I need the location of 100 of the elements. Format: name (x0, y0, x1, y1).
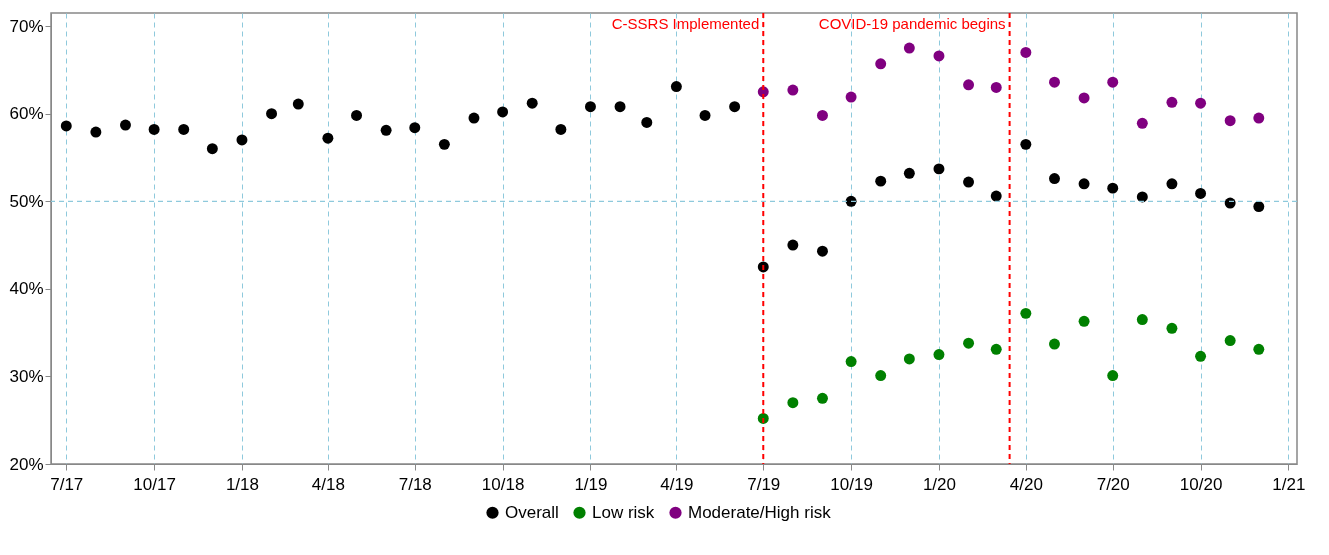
point (963, 79, 975, 91)
point (729, 101, 741, 113)
x-tick-label: 7/17 (50, 474, 84, 494)
point (351, 109, 363, 121)
point (963, 337, 975, 349)
x-tick-label: 1/20 (922, 474, 956, 494)
point (816, 392, 828, 404)
point (120, 119, 131, 131)
point (1078, 178, 1090, 190)
point (933, 163, 945, 175)
point (699, 109, 711, 121)
point (206, 143, 218, 155)
point (816, 245, 828, 257)
y-tick-label: 40% (9, 279, 44, 299)
point (148, 124, 160, 135)
point (903, 167, 915, 179)
point (787, 397, 799, 409)
point (1078, 315, 1090, 327)
point (963, 176, 975, 188)
point (409, 122, 421, 134)
point (178, 124, 190, 135)
legend-label: Overall (505, 502, 559, 522)
x-tick-label: 1/18 (225, 474, 259, 494)
point (990, 81, 1002, 93)
point (1195, 97, 1207, 109)
point (1078, 92, 1090, 104)
point (526, 97, 538, 109)
point (60, 120, 72, 132)
ref-line-label: COVID-19 pandemic begins (818, 15, 1006, 32)
point (1049, 173, 1060, 184)
x-tick-label: 10/18 (481, 474, 525, 494)
x-tick-label: 10/17 (133, 474, 176, 494)
point (875, 175, 887, 187)
y-tick-label: 20% (9, 454, 44, 474)
point (990, 343, 1002, 355)
point (1020, 307, 1032, 319)
point (1049, 76, 1060, 88)
point (90, 126, 102, 138)
point (266, 108, 278, 120)
legend-label: Low risk (592, 502, 655, 522)
x-tick-label: 4/20 (1009, 474, 1043, 494)
x-tick-label: 4/19 (660, 474, 694, 494)
point (903, 353, 915, 365)
point (990, 190, 1002, 202)
point (1253, 343, 1265, 355)
point (670, 81, 682, 93)
x-tick-label: 7/18 (398, 474, 432, 494)
point (614, 101, 626, 113)
x-tick-label: 10/20 (1179, 474, 1223, 494)
point (1195, 187, 1207, 199)
point (584, 101, 596, 113)
point (903, 42, 915, 54)
point (438, 138, 450, 150)
point (1107, 76, 1119, 88)
point (1136, 314, 1148, 325)
point (845, 356, 857, 368)
legend-label: Moderate/High risk (688, 502, 832, 522)
point (933, 349, 945, 360)
point (787, 84, 799, 96)
point (380, 124, 392, 136)
point (1166, 96, 1178, 108)
point (933, 50, 945, 62)
x-tick-label: 1/19 (574, 474, 608, 494)
point (1253, 112, 1265, 124)
x-tick-label: 7/20 (1096, 474, 1130, 494)
point (816, 109, 828, 121)
y-tick-label: 30% (9, 366, 44, 386)
point (1224, 197, 1236, 209)
point (875, 58, 887, 70)
point (1136, 117, 1148, 129)
y-tick-label: 70% (9, 16, 44, 36)
point (1166, 178, 1178, 190)
point (641, 117, 653, 128)
point (1166, 322, 1178, 334)
point (1195, 350, 1207, 362)
point (1049, 338, 1060, 350)
point (555, 124, 567, 135)
point (236, 134, 248, 146)
x-tick-label: 7/19 (747, 474, 781, 494)
point (1020, 138, 1032, 150)
point (1136, 191, 1148, 203)
point (468, 112, 480, 124)
point (292, 98, 304, 110)
point (1020, 46, 1032, 58)
point (845, 91, 857, 103)
point (322, 132, 334, 144)
point (1107, 370, 1119, 382)
point (497, 106, 509, 118)
ref-line-label: C-SSRS Implemented (611, 15, 760, 32)
point (787, 239, 799, 251)
point (1253, 201, 1265, 212)
x-tick-label: 1/21 (1272, 474, 1306, 494)
point (1224, 335, 1236, 346)
y-tick-label: 50% (9, 191, 44, 211)
x-tick-label: 4/18 (311, 474, 345, 494)
point (1224, 115, 1236, 127)
point (875, 370, 887, 382)
point (1107, 182, 1119, 194)
y-tick-label: 60% (9, 104, 44, 124)
x-tick-label: 10/19 (830, 474, 873, 494)
